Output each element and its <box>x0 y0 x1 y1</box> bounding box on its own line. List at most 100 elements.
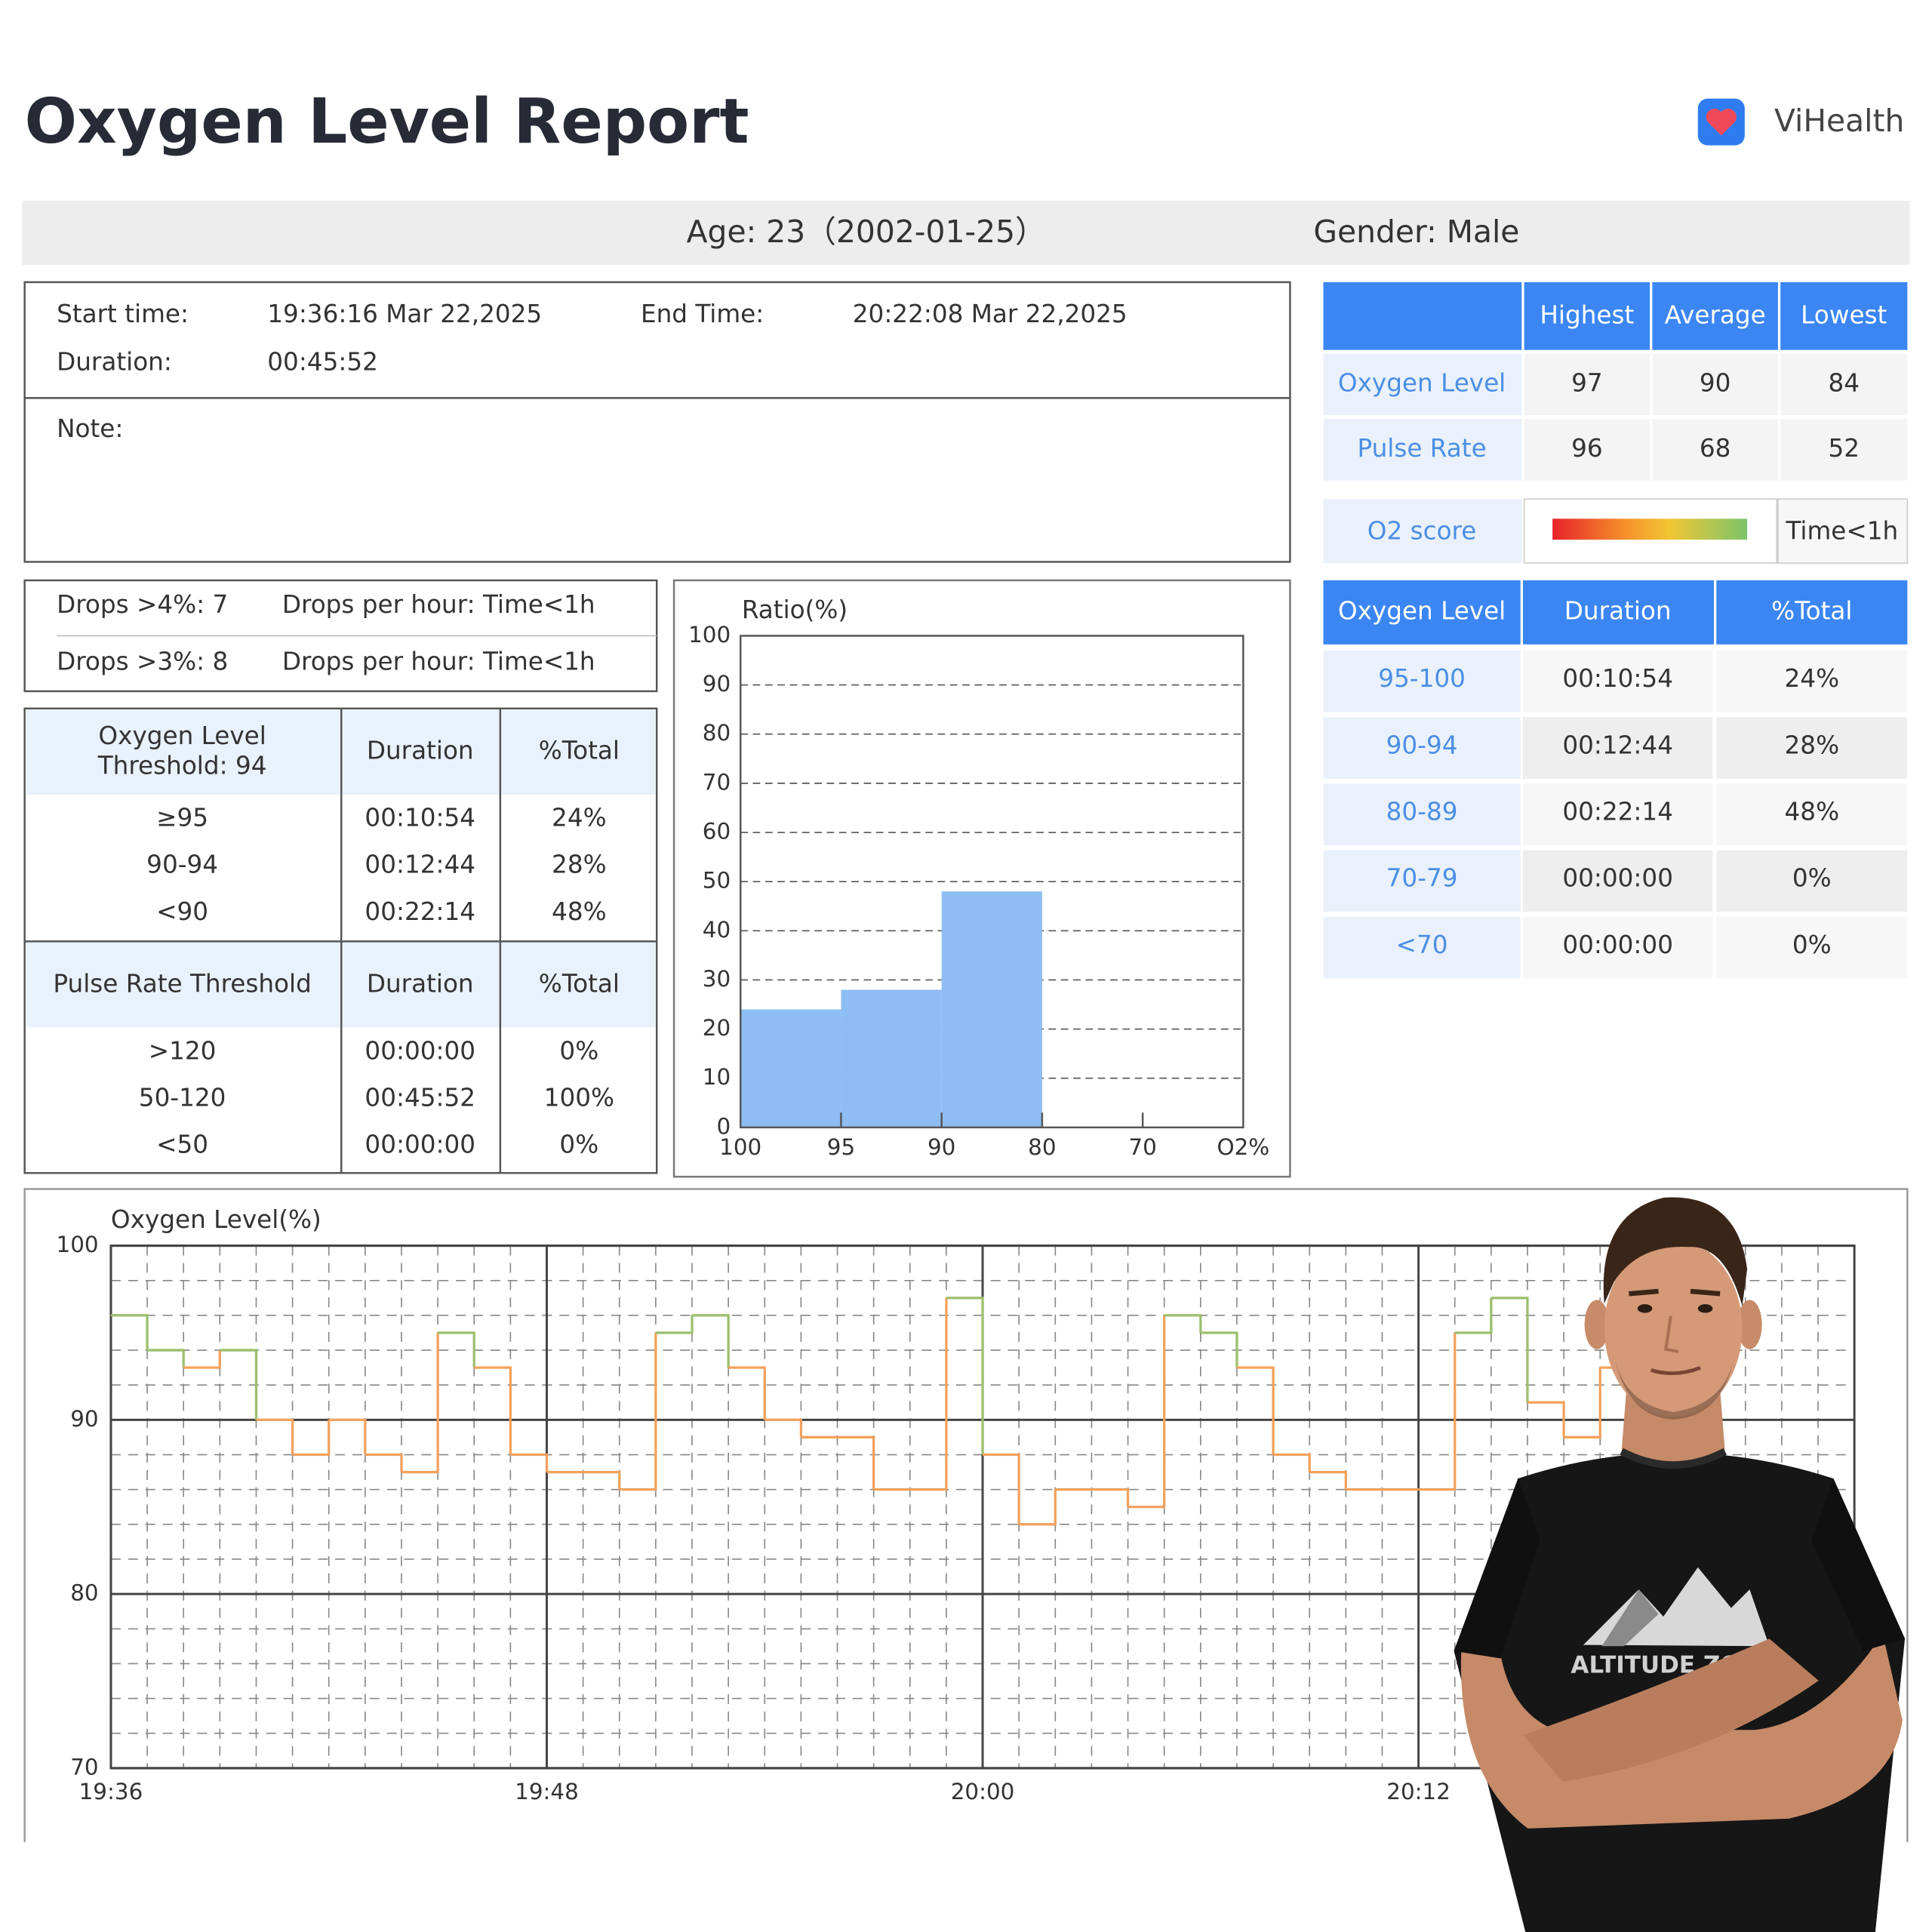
chart-title: Ratio(%) <box>742 595 848 624</box>
table-cell: 50-120 <box>139 1083 226 1112</box>
cell-bg <box>1716 717 1908 779</box>
mouth <box>1651 1365 1701 1376</box>
x-tick-label: 95 <box>827 1134 855 1160</box>
drops-per-hour: Drops per hour: Time<1h <box>282 647 595 675</box>
y-tick-label: 30 <box>703 966 731 992</box>
line-segment <box>1128 1315 1166 1509</box>
line-segment <box>365 1453 403 1472</box>
table-header: %Total <box>1771 596 1852 625</box>
table-header-bg <box>1323 580 1908 645</box>
table-cell: 90-94 <box>1386 731 1458 759</box>
logo-heart <box>1706 108 1737 136</box>
plot-frame <box>109 1244 1856 1770</box>
table-cell: 0% <box>1792 864 1832 893</box>
table-header: Duration <box>1564 596 1672 625</box>
table-cell: >120 <box>149 1036 217 1065</box>
cell-bg <box>1716 916 1908 979</box>
table-cell: 24% <box>1785 664 1840 693</box>
table-cell: 00:00:00 <box>1562 931 1673 959</box>
line-segment <box>1418 1332 1457 1491</box>
table-cell: 70-79 <box>1386 864 1458 893</box>
table-header: %Total <box>539 737 620 765</box>
y-tick-label: 0 <box>716 1113 731 1139</box>
row-label: O2 score <box>1367 516 1477 545</box>
bar <box>941 891 1042 1128</box>
line-segment <box>583 1470 621 1490</box>
line-segment <box>1164 1314 1202 1333</box>
table-cell: 97 <box>1571 368 1603 397</box>
cell-bg <box>1780 419 1908 481</box>
line-segment <box>510 1453 549 1472</box>
y-tick-label: 90 <box>703 671 731 697</box>
o2-score-bar <box>1552 518 1748 540</box>
row-label-bg <box>1323 419 1522 481</box>
histogram-box <box>672 579 1291 1178</box>
y-tick-label: 40 <box>703 917 731 943</box>
frames <box>22 98 1910 1842</box>
table-cell: 28% <box>1785 731 1840 759</box>
table-cell: Time<1h <box>1785 516 1898 545</box>
table-cell: 68 <box>1700 434 1731 463</box>
nose <box>1664 1315 1679 1354</box>
table-header: Pulse Rate Threshold <box>53 969 311 998</box>
line-segment <box>1273 1453 1311 1472</box>
table-cell: <90 <box>156 897 208 926</box>
table-cell: 00:00:00 <box>1562 864 1673 893</box>
x-tick-label: O2% <box>1217 1134 1269 1160</box>
cell-bg <box>1522 916 1713 979</box>
x-tick-label: 80 <box>1028 1134 1056 1160</box>
table-cell: 00:00:00 <box>365 1130 475 1158</box>
table-cell: 00:12:44 <box>365 851 475 879</box>
field-label: End Time: <box>641 300 764 328</box>
line-segment <box>183 1350 221 1369</box>
table-cell: 00:22:14 <box>1562 798 1673 826</box>
line-segment <box>220 1349 258 1420</box>
row-label: Pulse Rate <box>1357 434 1486 463</box>
forearm <box>1522 1638 1819 1782</box>
sleeve <box>1454 1478 1906 1659</box>
cell-bg <box>1323 651 1521 712</box>
line-segment <box>1236 1366 1275 1455</box>
drops-count: Drops >4%: 7 <box>57 590 228 619</box>
table-header: Highest <box>1540 301 1634 330</box>
y-tick-label: 100 <box>57 1232 99 1257</box>
age: Age: 23（2002-01-25） <box>687 214 1046 250</box>
collar <box>1620 1447 1727 1469</box>
field-label: Duration: <box>57 348 172 377</box>
line-segment <box>401 1332 439 1474</box>
gender: Gender: Male <box>1313 214 1519 250</box>
row-label: Oxygen Level <box>1338 368 1506 397</box>
table-cell: 84 <box>1828 368 1860 397</box>
field-label: Start time: <box>57 300 189 328</box>
x-tick-label: 100 <box>719 1134 761 1160</box>
ear <box>1737 1300 1762 1349</box>
line-segment <box>438 1331 475 1368</box>
line-segment <box>983 1453 1020 1524</box>
y-tick-label: 90 <box>70 1406 98 1432</box>
line-segment <box>1564 1367 1601 1439</box>
face <box>1604 1239 1743 1417</box>
ear <box>1584 1300 1610 1349</box>
line-chart-box <box>23 1188 1909 1842</box>
line-segment <box>655 1315 694 1334</box>
y-tick-label: 70 <box>70 1754 98 1780</box>
line-segment <box>1019 1489 1057 1526</box>
y-tick-label: 60 <box>703 819 731 844</box>
table-cell: 00:45:52 <box>365 1083 475 1112</box>
table-cell: 96 <box>1571 434 1603 463</box>
table-cell: 00:22:14 <box>365 897 475 926</box>
table-cell: 00:10:54 <box>365 804 475 832</box>
line-segment <box>728 1366 766 1420</box>
table-cell: 100% <box>544 1083 614 1112</box>
field-value: 00:45:52 <box>267 348 378 377</box>
table-cell: 95-100 <box>1378 664 1466 693</box>
person-photo: ALTITUDE ZONE <box>1454 1197 1906 1932</box>
line-segment <box>256 1418 294 1455</box>
cell-bg <box>1522 717 1713 779</box>
table-cell: 0% <box>1792 931 1832 959</box>
line-segment <box>1309 1470 1347 1490</box>
cell-bg <box>1323 850 1521 912</box>
